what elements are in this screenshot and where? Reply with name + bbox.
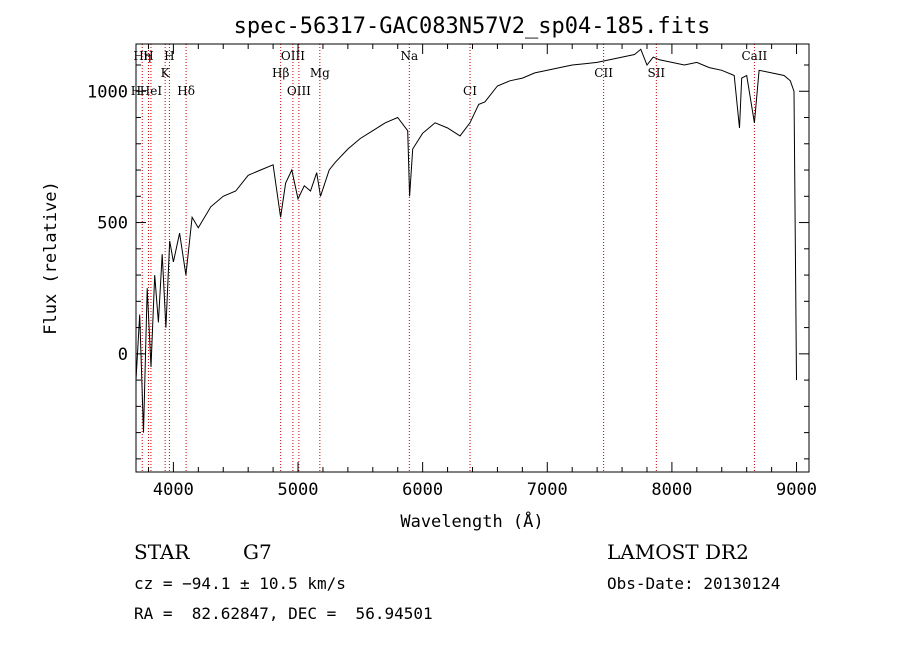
object-class: STAR xyxy=(134,540,190,564)
spectrum-line-0 xyxy=(135,48,797,433)
plot-frame xyxy=(135,43,810,473)
y-tick-label-0: 0 xyxy=(118,345,128,365)
x-tick-label-0: 4000 xyxy=(153,480,194,500)
observation-date: Obs-Date: 20130124 xyxy=(607,574,781,593)
object-subclass: G7 xyxy=(243,540,272,564)
axes: 4000 5000 6000 7000 8000 9000 0 500 1000 xyxy=(87,43,817,500)
x-tick-label-5: 9000 xyxy=(776,480,817,500)
y-axis-label: Flux (relative) xyxy=(41,181,61,335)
line-label-12: CI xyxy=(463,84,477,98)
line-label-15: CaII xyxy=(741,49,767,63)
redshift-text: cz = −94.1 ± 10.5 km/s xyxy=(134,574,346,593)
y-tick-label-1: 500 xyxy=(97,214,128,234)
line-label-10: Mg xyxy=(310,66,330,80)
line-label-9: OIII xyxy=(287,84,311,98)
x-tick-label-4: 8000 xyxy=(651,480,692,500)
line-label-6: Hδ xyxy=(177,84,195,98)
line-label-1: H xyxy=(143,49,153,63)
y-tick-label-2: 1000 xyxy=(87,82,128,102)
coordinates-text: RA = 82.62847, DEC = 56.94501 xyxy=(134,604,433,623)
survey-name: LAMOST DR2 xyxy=(607,540,749,564)
line-label-13: CII xyxy=(594,66,613,80)
line-label-2: K xyxy=(161,66,171,80)
x-axis-label: Wavelength (Å) xyxy=(400,510,543,532)
line-label-8: OIII xyxy=(281,49,305,63)
line-label-14: SII xyxy=(647,66,665,80)
spectrum-series xyxy=(135,48,797,433)
x-tick-label-2: 6000 xyxy=(402,480,443,500)
line-label-7: Hβ xyxy=(272,66,289,80)
x-tick-label-1: 5000 xyxy=(278,480,319,500)
line-label-3: H xyxy=(164,49,174,63)
line-label-5: HeI xyxy=(140,84,163,98)
line-label-11: Na xyxy=(400,49,418,63)
chart-title: spec-56317-GAC083N57V2_sp04-185.fits xyxy=(234,14,711,39)
x-tick-label-3: 7000 xyxy=(527,480,568,500)
line-label-0: Hη xyxy=(133,49,151,63)
